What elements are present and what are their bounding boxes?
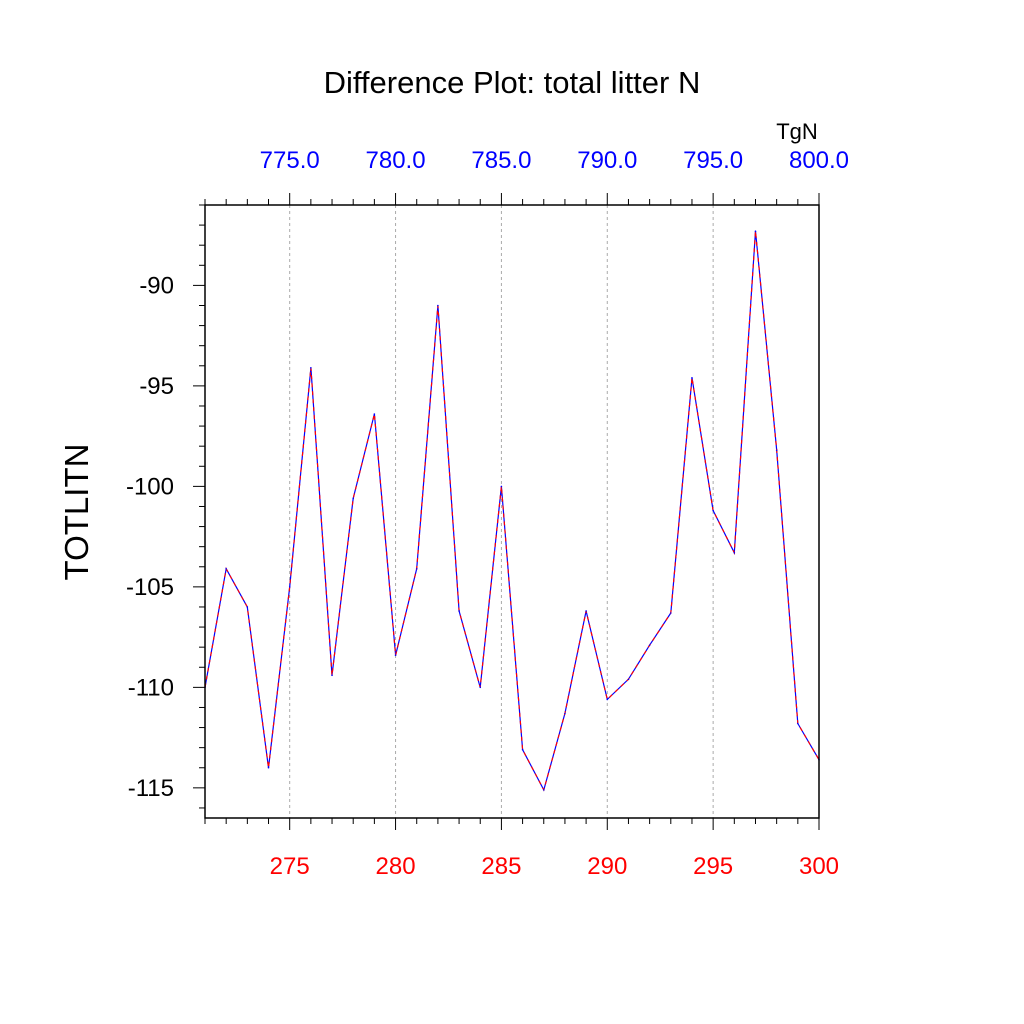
top-x-tick-label: 780.0 xyxy=(366,147,426,174)
data-point xyxy=(458,610,460,612)
data-point xyxy=(415,567,418,570)
data-point xyxy=(606,698,609,701)
data-point xyxy=(394,654,397,657)
top-x-tick-label: 775.0 xyxy=(260,147,320,174)
y-tick-label: -95 xyxy=(139,373,174,400)
data-point xyxy=(627,678,630,681)
data-point xyxy=(691,377,693,379)
data-point xyxy=(288,586,291,588)
x-tick-label: 300 xyxy=(799,853,839,880)
top-axis-unit: TgN xyxy=(776,119,818,144)
x-tick-label: 295 xyxy=(693,853,733,880)
y-tick-label: -110 xyxy=(128,674,174,701)
data-point xyxy=(267,766,270,769)
x-tick-label: 285 xyxy=(481,853,521,880)
chart-title: Difference Plot: total litter N xyxy=(324,65,701,100)
x-tick-label: 275 xyxy=(270,853,310,880)
data-point xyxy=(775,449,778,452)
data-point xyxy=(521,748,524,751)
tick-labels: 275 280 285 290 295 300 775.0 780.0 785.0 790.0 79… xyxy=(126,147,849,880)
data-point xyxy=(373,413,376,415)
data-point xyxy=(479,686,482,689)
y-tick-label: -115 xyxy=(128,775,174,802)
data-point xyxy=(542,789,545,791)
y-tick-label: -100 xyxy=(126,473,174,500)
plot-frame xyxy=(204,204,820,819)
top-x-tick-label: 785.0 xyxy=(471,147,531,174)
x-tick-label: 290 xyxy=(587,853,627,880)
data-point xyxy=(797,722,799,725)
y-axis-label: TOTLITN xyxy=(58,444,95,581)
series-layer xyxy=(204,230,820,792)
data-point xyxy=(352,497,355,500)
series-line-red xyxy=(204,231,820,792)
data-point xyxy=(669,612,672,614)
data-point xyxy=(437,304,439,307)
x-tick-label: 280 xyxy=(376,853,416,880)
axis-ticks xyxy=(193,193,820,830)
grid-lines xyxy=(289,205,714,818)
top-x-tick-label: 800.0 xyxy=(789,147,849,174)
data-point xyxy=(585,610,587,612)
y-tick-label: -90 xyxy=(139,272,174,299)
top-x-tick-label: 790.0 xyxy=(577,147,637,174)
data-point xyxy=(564,712,566,715)
data-point xyxy=(331,674,333,677)
data-point xyxy=(648,644,651,646)
data-point xyxy=(733,551,736,554)
data-point xyxy=(310,366,312,369)
y-tick-label: -105 xyxy=(126,574,174,601)
data-point xyxy=(754,230,757,232)
data-point xyxy=(500,485,503,488)
data-point xyxy=(246,606,249,608)
data-point xyxy=(712,509,714,512)
top-x-tick-label: 795.0 xyxy=(683,147,743,174)
data-point xyxy=(225,567,227,570)
